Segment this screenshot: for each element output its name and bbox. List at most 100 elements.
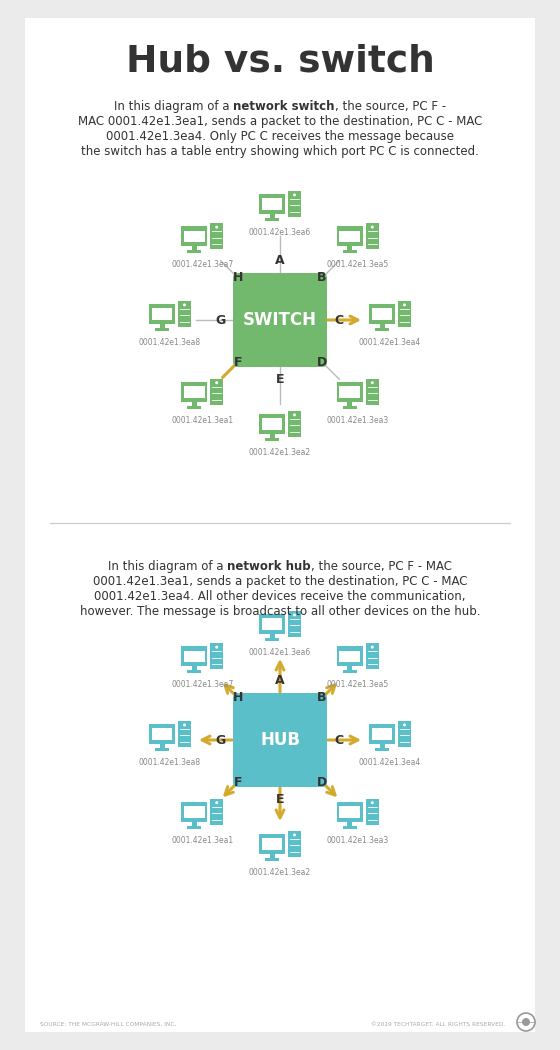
FancyBboxPatch shape [265,858,279,861]
FancyBboxPatch shape [375,748,389,751]
FancyBboxPatch shape [269,633,274,639]
FancyBboxPatch shape [181,226,207,246]
FancyBboxPatch shape [337,646,363,666]
Circle shape [215,801,218,804]
Text: D: D [317,776,327,789]
FancyBboxPatch shape [269,433,274,439]
FancyBboxPatch shape [192,246,197,251]
Circle shape [293,613,296,616]
FancyBboxPatch shape [398,721,411,747]
Circle shape [293,193,296,196]
Text: F: F [234,356,242,369]
FancyBboxPatch shape [259,194,285,214]
FancyBboxPatch shape [233,693,327,788]
Text: 0001.42e1.3ea5: 0001.42e1.3ea5 [326,680,389,689]
Text: 0001.42e1.3ea4. All other devices receive the communication,: 0001.42e1.3ea4. All other devices receiv… [94,590,466,603]
Text: A: A [275,254,285,267]
Text: G: G [216,734,226,747]
FancyBboxPatch shape [259,834,285,854]
FancyBboxPatch shape [269,853,274,859]
FancyBboxPatch shape [184,231,204,243]
FancyBboxPatch shape [210,224,223,249]
FancyBboxPatch shape [149,304,175,324]
Text: however. The message is broadcast to all other devices on the hub.: however. The message is broadcast to all… [80,605,480,618]
Circle shape [522,1018,530,1026]
Text: 0001.42e1.3ea1, sends a packet to the destination, PC C - MAC: 0001.42e1.3ea1, sends a packet to the de… [93,575,467,588]
FancyBboxPatch shape [187,405,201,408]
FancyBboxPatch shape [347,821,352,826]
Text: B: B [318,272,326,285]
FancyBboxPatch shape [366,379,379,405]
Text: , the source, PC F - MAC: , the source, PC F - MAC [311,560,452,573]
Text: SOURCE: THE MCGRAW-HILL COMPANIES, INC.: SOURCE: THE MCGRAW-HILL COMPANIES, INC. [40,1022,176,1027]
FancyBboxPatch shape [269,213,274,219]
FancyBboxPatch shape [380,323,385,329]
Text: 0001.42e1.3ea4: 0001.42e1.3ea4 [359,338,421,347]
FancyBboxPatch shape [337,802,363,822]
FancyBboxPatch shape [339,231,360,243]
FancyBboxPatch shape [265,638,279,640]
Text: MAC 0001.42e1.3ea1, sends a packet to the destination, PC C - MAC: MAC 0001.42e1.3ea1, sends a packet to th… [78,116,482,128]
FancyBboxPatch shape [372,729,393,740]
Text: network switch: network switch [234,100,335,113]
Text: H: H [233,692,243,705]
FancyBboxPatch shape [262,198,282,210]
FancyBboxPatch shape [366,644,379,669]
FancyBboxPatch shape [210,379,223,405]
FancyBboxPatch shape [337,382,363,402]
Text: 0001.42e1.3ea4: 0001.42e1.3ea4 [359,758,421,766]
FancyBboxPatch shape [149,724,175,744]
FancyBboxPatch shape [265,438,279,441]
Text: B: B [318,692,326,705]
Text: 0001.42e1.3ea2: 0001.42e1.3ea2 [249,448,311,457]
Text: HUB: HUB [260,731,300,749]
FancyBboxPatch shape [375,328,389,331]
FancyBboxPatch shape [398,301,411,327]
FancyBboxPatch shape [192,821,197,826]
FancyBboxPatch shape [366,799,379,825]
Circle shape [371,226,374,229]
Circle shape [371,801,374,804]
Text: 0001.42e1.3ea2: 0001.42e1.3ea2 [249,868,311,877]
FancyBboxPatch shape [181,646,207,666]
FancyBboxPatch shape [265,218,279,220]
Text: 0001.42e1.3ea4. Only PC C receives the message because: 0001.42e1.3ea4. Only PC C receives the m… [106,130,454,143]
Text: 0001.42e1.3ea5: 0001.42e1.3ea5 [326,260,389,269]
Text: F: F [234,776,242,789]
FancyBboxPatch shape [210,799,223,825]
Circle shape [183,303,186,307]
Circle shape [293,414,296,417]
FancyBboxPatch shape [380,743,385,749]
FancyBboxPatch shape [339,806,360,818]
FancyBboxPatch shape [181,382,207,402]
Text: In this diagram of a: In this diagram of a [114,100,234,113]
Text: 0001.42e1.3ea1: 0001.42e1.3ea1 [171,836,234,845]
Circle shape [215,381,218,384]
FancyBboxPatch shape [259,414,285,434]
FancyBboxPatch shape [288,411,301,437]
FancyBboxPatch shape [347,666,352,671]
Circle shape [215,226,218,229]
FancyBboxPatch shape [343,825,357,828]
FancyBboxPatch shape [343,405,357,408]
Text: H: H [233,272,243,285]
FancyBboxPatch shape [192,666,197,671]
Text: 0001.42e1.3ea6: 0001.42e1.3ea6 [249,648,311,657]
Text: 0001.42e1.3ea6: 0001.42e1.3ea6 [249,228,311,237]
FancyBboxPatch shape [184,806,204,818]
FancyBboxPatch shape [192,401,197,406]
FancyBboxPatch shape [187,250,201,253]
FancyBboxPatch shape [187,825,201,828]
FancyBboxPatch shape [259,614,285,634]
FancyBboxPatch shape [372,309,393,320]
Text: C: C [335,734,344,747]
FancyBboxPatch shape [347,246,352,251]
FancyBboxPatch shape [210,644,223,669]
FancyBboxPatch shape [343,250,357,253]
FancyBboxPatch shape [181,802,207,822]
Text: C: C [335,314,344,327]
FancyBboxPatch shape [262,418,282,430]
FancyBboxPatch shape [347,401,352,406]
Circle shape [371,646,374,649]
Circle shape [293,834,296,837]
